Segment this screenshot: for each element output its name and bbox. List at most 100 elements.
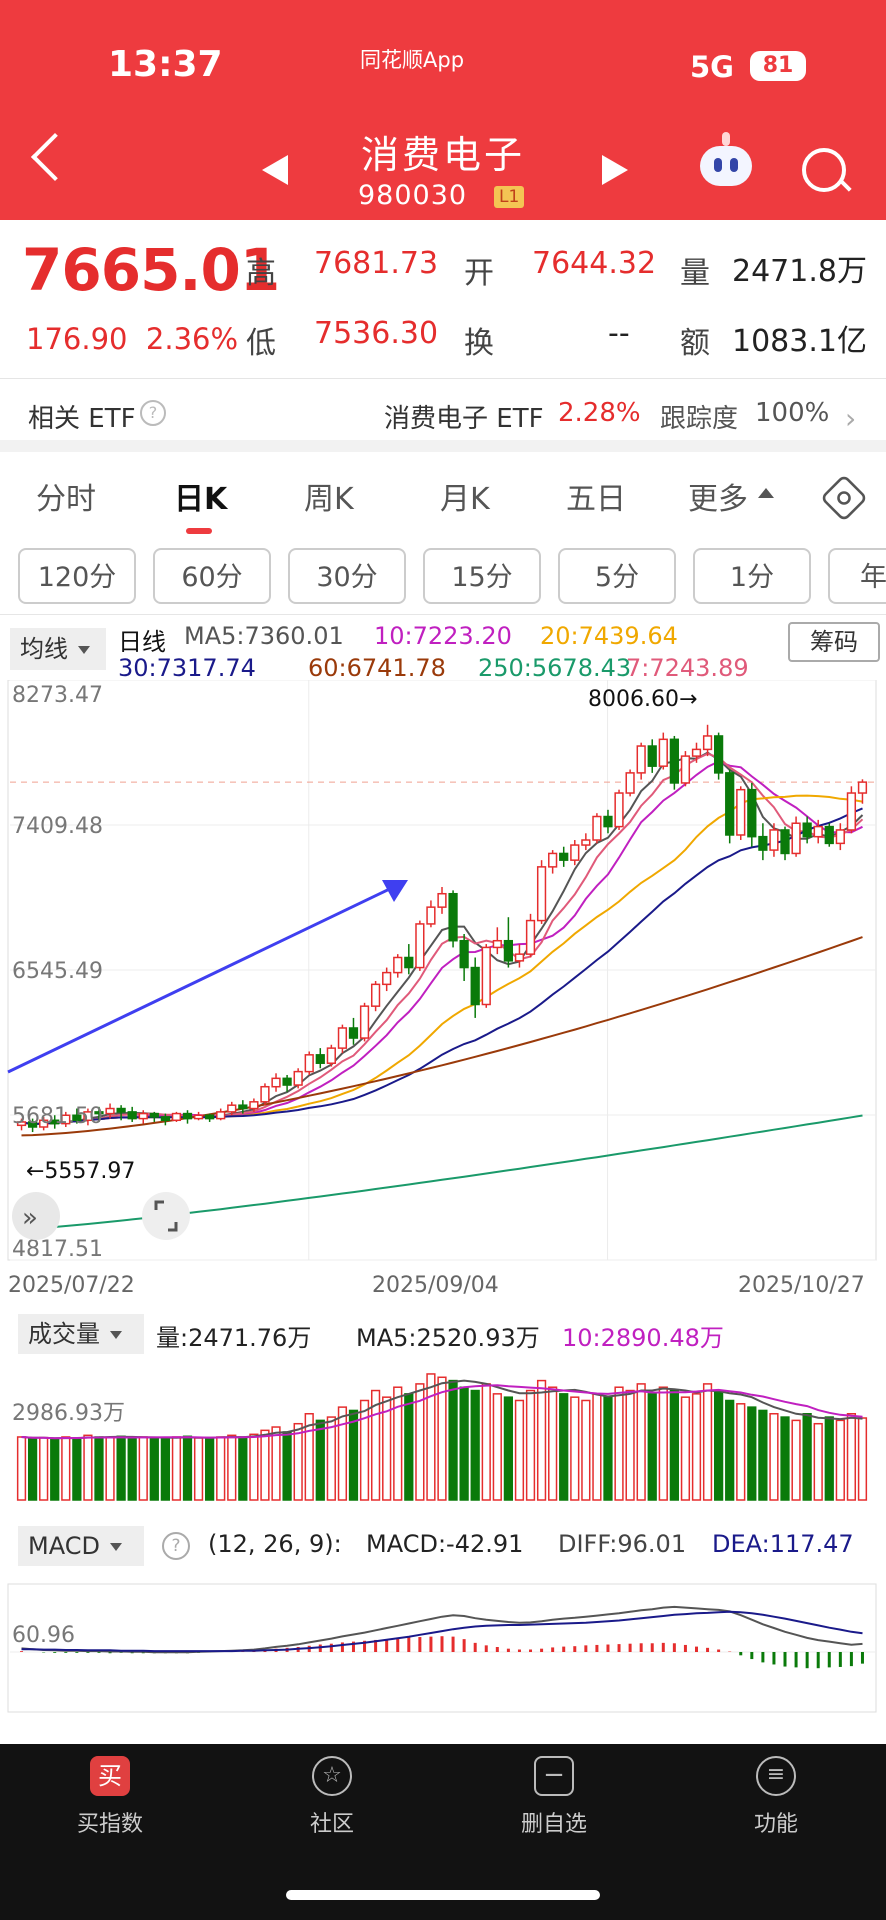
candle: [669, 738, 679, 784]
buy-icon: 买: [90, 1756, 130, 1796]
fullscreen-icon: [154, 1200, 178, 1232]
next-stock-button[interactable]: [602, 155, 628, 185]
macd-chart[interactable]: 60.96: [0, 1484, 886, 1724]
candle: [171, 1112, 182, 1122]
period-label: 日线: [118, 628, 166, 656]
volume-ma-lines: [21, 1379, 863, 1440]
candle: [415, 923, 425, 969]
tab-monthly-k[interactable]: 月K: [440, 482, 490, 517]
period-15min-button[interactable]: 15分: [423, 548, 541, 604]
candlestick-chart[interactable]: 8273.47 7409.48 6545.49 5681.50 4817.51 8006.…: [0, 680, 886, 1300]
volume-select-label: 成交量: [28, 1320, 100, 1348]
ma-indicator-select[interactable]: 均线: [10, 628, 106, 670]
period-60min-button[interactable]: 60分: [153, 548, 271, 604]
low-label: 低: [246, 326, 276, 361]
volume-bar: [680, 1396, 691, 1501]
tab-five-day[interactable]: 五日: [566, 482, 626, 517]
fullscreen-button[interactable]: [142, 1192, 190, 1240]
candle: [61, 1114, 71, 1125]
nav-remove-watchlist[interactable]: − 删自选: [474, 1756, 634, 1838]
candle: [747, 788, 757, 838]
volume-bar: [448, 1379, 458, 1501]
nav-functions[interactable]: ≡ 功能: [696, 1756, 856, 1838]
volume-labels: 2986.93万: [12, 1401, 125, 1426]
minus-square-icon: −: [534, 1756, 574, 1796]
volume-bar: [293, 1422, 303, 1501]
volume-bar: [614, 1386, 624, 1501]
volume-bar: [437, 1376, 447, 1501]
active-tab-indicator: [186, 528, 212, 534]
volume-bar: [492, 1393, 502, 1501]
star-circle-icon: ☆: [312, 1756, 352, 1796]
volume-bar: [481, 1383, 491, 1501]
volume-ma10-label: 10:2890.48万: [562, 1324, 724, 1352]
period-30min-button[interactable]: 30分: [288, 548, 406, 604]
period-120min-button[interactable]: 120分: [18, 548, 136, 604]
tab-more[interactable]: 更多: [688, 482, 748, 517]
tab-weekly-k[interactable]: 周K: [304, 482, 354, 517]
volume-indicator-select[interactable]: 成交量: [18, 1314, 144, 1354]
macd-lines: [21, 1605, 863, 1654]
candle: [536, 866, 547, 922]
chevron-right-icon[interactable]: ›: [845, 402, 857, 435]
nav-community[interactable]: ☆ 社区: [252, 1756, 412, 1838]
volume-bars: [16, 1373, 868, 1501]
volume-bar: [780, 1416, 790, 1501]
candle: [835, 829, 845, 845]
tab-daily-k[interactable]: 日K: [174, 482, 228, 517]
candle: [149, 1112, 159, 1118]
diff-line: [21, 1605, 863, 1654]
divider: [0, 378, 886, 379]
candle: [326, 1047, 336, 1064]
period-1min-button[interactable]: 1分: [693, 548, 811, 604]
expand-button[interactable]: »: [12, 1192, 60, 1240]
previous-stock-button[interactable]: [262, 155, 288, 185]
volume-bar: [647, 1393, 657, 1501]
volume-bar: [426, 1373, 436, 1501]
candle: [702, 735, 713, 751]
nav-buy-index[interactable]: 买 买指数: [30, 1756, 190, 1838]
volume-bar: [802, 1413, 812, 1501]
candle: [193, 1114, 204, 1120]
high-value: 7681.73: [314, 246, 439, 281]
help-icon[interactable]: ?: [140, 400, 166, 426]
candle: [736, 788, 746, 836]
volume-bar: [581, 1399, 591, 1501]
back-icon[interactable]: [30, 132, 80, 182]
y-tick-label: 8273.47: [12, 683, 103, 708]
low-annotation: ←5557.97: [26, 1159, 135, 1184]
nav-community-label: 社区: [309, 1812, 354, 1837]
volume-bar: [548, 1386, 558, 1501]
period-year-button[interactable]: 年: [828, 548, 886, 604]
volume-bar: [514, 1399, 525, 1501]
candle: [481, 946, 491, 1006]
y-tick-label: 5681.50: [12, 1104, 103, 1129]
volume-bar: [326, 1416, 336, 1501]
volume-y-tick: 2986.93万: [12, 1401, 125, 1426]
menu-circle-icon: ≡: [756, 1756, 796, 1796]
dea-line: [21, 1610, 863, 1653]
tab-intraday[interactable]: 分时: [36, 482, 96, 517]
volume-bar: [791, 1419, 801, 1501]
ma5-value: MA5:7360.01: [184, 622, 344, 650]
macd-indicator-select[interactable]: MACD: [18, 1526, 144, 1566]
price-change: 176.90 2.36%: [26, 322, 238, 356]
volume-bar: [61, 1436, 71, 1501]
period-5min-button[interactable]: 5分: [558, 548, 676, 604]
help-icon[interactable]: ?: [162, 1532, 190, 1560]
etf-name[interactable]: 消费电子 ETF: [384, 404, 544, 434]
network-indicator: 5G: [690, 50, 734, 84]
x-tick-label: 2025/07/22: [8, 1273, 135, 1298]
candle: [548, 852, 558, 868]
robot-assistant-icon[interactable]: [700, 146, 752, 186]
candle: [238, 1104, 248, 1110]
search-icon[interactable]: [802, 148, 846, 192]
candle: [404, 956, 414, 969]
chips-button[interactable]: 筹码: [788, 622, 880, 662]
settings-icon[interactable]: [819, 473, 869, 523]
candle: [160, 1116, 170, 1122]
volume-chart[interactable]: 2986.93万: [0, 1310, 886, 1510]
candle: [16, 1121, 27, 1127]
volume-bar: [658, 1386, 668, 1501]
candle: [514, 953, 525, 962]
